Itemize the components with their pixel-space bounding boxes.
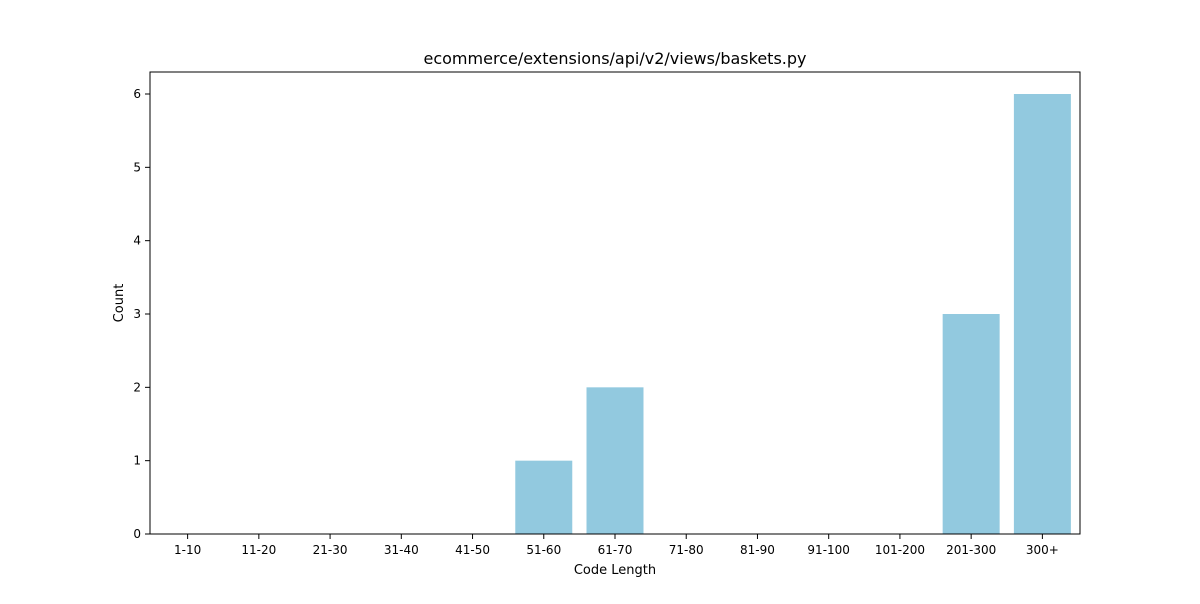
x-tick-label: 71-80 bbox=[669, 543, 704, 557]
x-axis: 1-10 11-20 21-30 31-40 41-50 51-60 61-70 71-80 8… bbox=[174, 534, 1059, 557]
y-tick-label: 6 bbox=[133, 87, 141, 101]
x-tick-label: 300+ bbox=[1026, 543, 1059, 557]
x-tick-label: 61-70 bbox=[598, 543, 633, 557]
x-tick-label: 1-10 bbox=[174, 543, 201, 557]
bars-group bbox=[515, 94, 1071, 534]
x-tick-label: 21-30 bbox=[313, 543, 348, 557]
x-tick-label: 201-300 bbox=[946, 543, 996, 557]
x-tick-label: 51-60 bbox=[526, 543, 561, 557]
x-tick-label: 11-20 bbox=[241, 543, 276, 557]
y-axis-label: Count bbox=[112, 284, 127, 323]
y-tick-label: 2 bbox=[133, 380, 141, 394]
x-axis-label: Code Length bbox=[574, 563, 656, 578]
x-tick-label: 91-100 bbox=[807, 543, 850, 557]
x-tick-label: 31-40 bbox=[384, 543, 419, 557]
y-tick-label: 5 bbox=[133, 160, 141, 174]
bar-61-70 bbox=[586, 387, 644, 534]
y-tick-label: 0 bbox=[133, 527, 141, 541]
y-tick-label: 3 bbox=[133, 307, 141, 321]
y-tick-label: 4 bbox=[133, 234, 141, 248]
x-tick-label: 101-200 bbox=[875, 543, 925, 557]
y-tick-label: 1 bbox=[133, 454, 141, 468]
chart-title: ecommerce/extensions/api/v2/views/basket… bbox=[424, 49, 807, 68]
bar-51-60 bbox=[515, 460, 573, 534]
x-tick-label: 81-90 bbox=[740, 543, 775, 557]
y-axis: 0 1 2 3 4 5 6 bbox=[133, 87, 150, 541]
bar-201-300 bbox=[942, 314, 1000, 534]
x-tick-label: 41-50 bbox=[455, 543, 490, 557]
bar-300+ bbox=[1013, 94, 1071, 534]
